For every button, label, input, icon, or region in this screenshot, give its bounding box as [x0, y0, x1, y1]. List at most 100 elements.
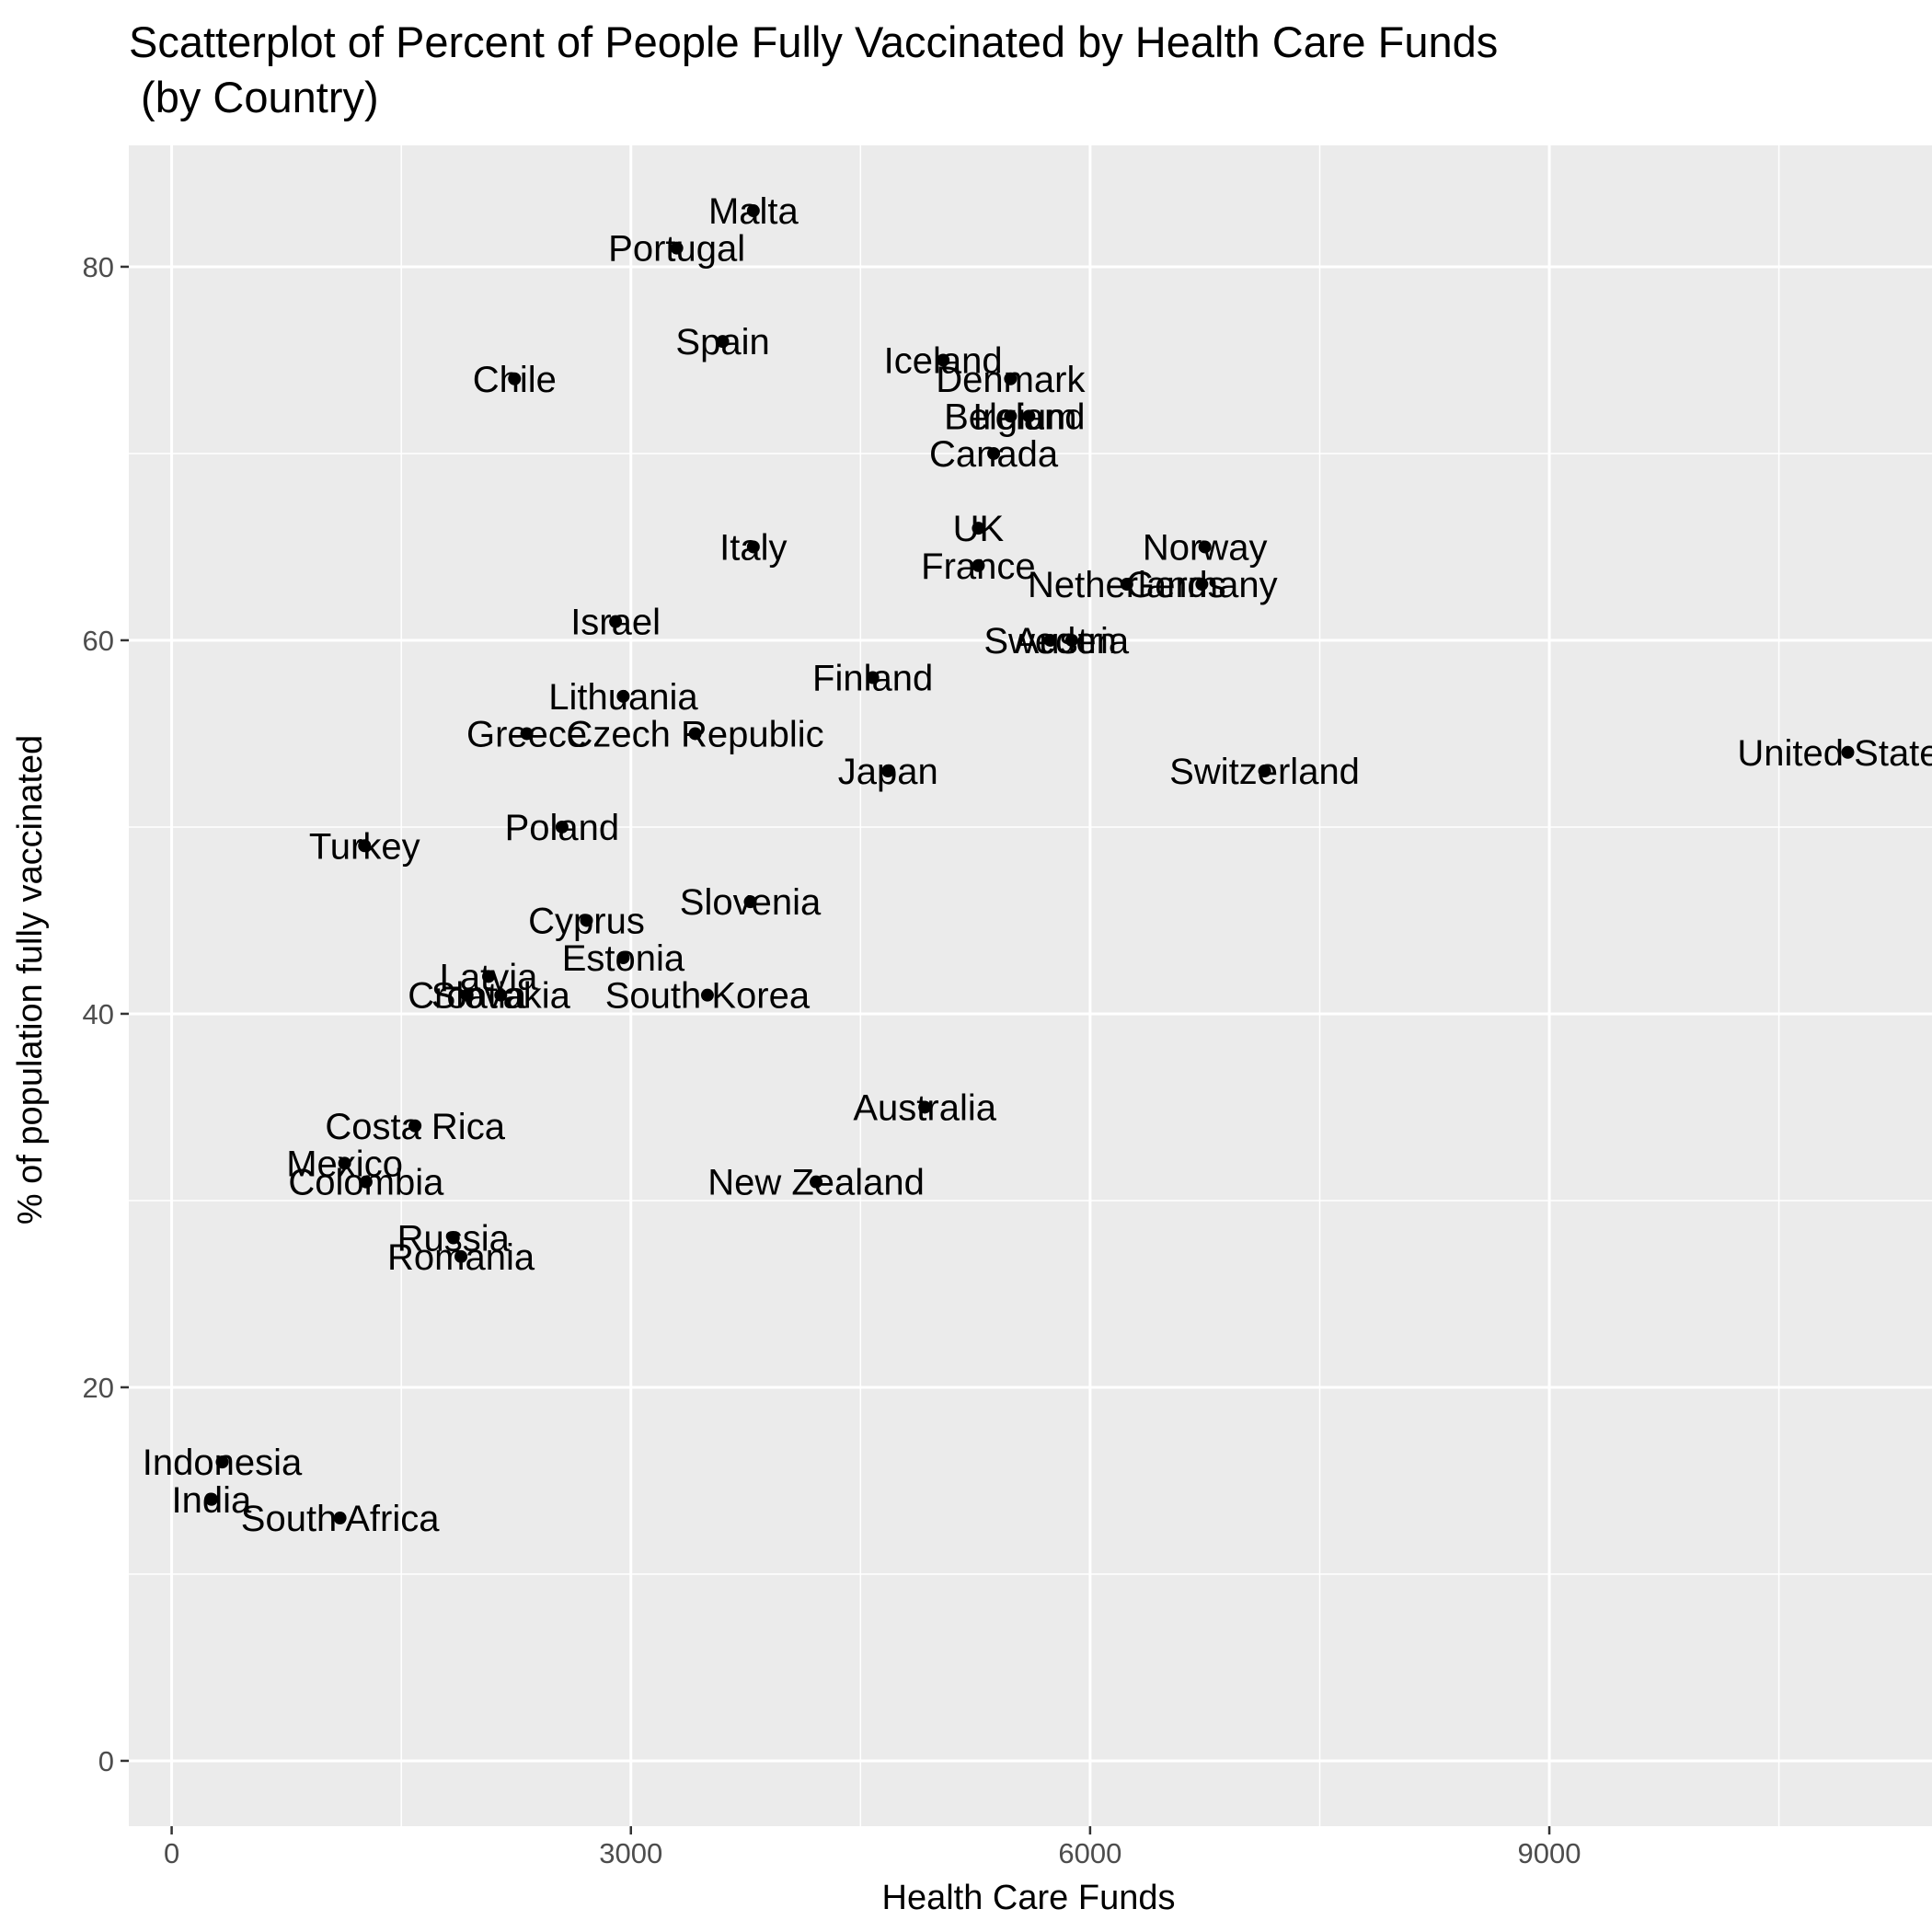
- data-point: [460, 988, 474, 1002]
- data-point: [1195, 578, 1209, 592]
- point-label: Lithuania: [548, 677, 698, 718]
- data-point: [743, 895, 757, 909]
- x-tick-label: 6000: [1058, 1837, 1121, 1869]
- x-axis-ticks: 0 3000 6000 9000: [164, 1826, 1581, 1869]
- plot-panel: [129, 145, 1932, 1826]
- data-point: [482, 970, 496, 983]
- point-label: Norway: [1143, 527, 1268, 568]
- point-label: Canada: [929, 434, 1059, 475]
- point-label: Romania: [387, 1237, 535, 1278]
- data-point: [716, 335, 730, 349]
- data-point: [446, 1231, 460, 1245]
- x-tick-label: 9000: [1518, 1837, 1581, 1869]
- data-point: [1064, 633, 1078, 647]
- data-point: [700, 988, 714, 1002]
- point-label: Japan: [838, 752, 938, 792]
- point-label: Latvia: [440, 957, 538, 997]
- point-label: France: [921, 546, 1036, 587]
- point-label: Finland: [812, 659, 933, 699]
- data-point: [881, 765, 895, 778]
- data-point: [1841, 745, 1855, 759]
- point-label: Estonia: [562, 938, 685, 979]
- point-label: Cyprus: [528, 901, 645, 941]
- major-gridlines: [129, 145, 1932, 1826]
- data-point: [338, 1156, 351, 1170]
- y-tick-label: 80: [83, 251, 114, 283]
- data-point: [1198, 540, 1212, 554]
- point-label: Greece: [466, 714, 587, 754]
- y-tick-label: 0: [98, 1745, 114, 1777]
- data-point: [746, 540, 760, 554]
- data-point: [987, 446, 1001, 460]
- data-point: [918, 1100, 932, 1114]
- point-label: Belgium: [944, 397, 1077, 437]
- data-point: [972, 522, 985, 535]
- data-point: [333, 1512, 347, 1525]
- point-label: Italy: [719, 527, 787, 568]
- point-label: Israel: [570, 603, 661, 643]
- data-point: [1043, 633, 1057, 647]
- data-point: [1022, 409, 1036, 423]
- y-axis-ticks: 0 20 40 60 80: [83, 251, 129, 1777]
- chart-title-line-1: Scatterplot of Percent of People Fully V…: [129, 17, 1498, 66]
- point-label: Denmark: [936, 360, 1086, 400]
- point-label: Portugal: [608, 229, 745, 270]
- data-point: [810, 1175, 823, 1189]
- point-label: Slovenia: [680, 882, 822, 923]
- point-label: Costa Rica: [325, 1107, 505, 1147]
- point-label: South Korea: [605, 976, 811, 1017]
- point-label: Croatia: [408, 976, 527, 1017]
- point-label: New Zealand: [707, 1163, 925, 1203]
- point-label: Germany: [1126, 565, 1278, 605]
- point-label: Switzerland: [1169, 752, 1360, 792]
- point-label: Indonesia: [143, 1443, 303, 1483]
- data-point: [688, 727, 702, 741]
- point-label: Ireland: [972, 397, 1085, 437]
- data-point: [972, 558, 985, 572]
- x-tick-label: 3000: [599, 1837, 662, 1869]
- point-label: UK: [953, 509, 1005, 549]
- point-label: United States: [1737, 733, 1932, 774]
- data-point: [670, 241, 684, 255]
- point-label: Chile: [473, 360, 557, 400]
- y-tick-label: 20: [83, 1372, 114, 1404]
- point-label: Poland: [505, 808, 620, 848]
- data-point: [204, 1492, 218, 1506]
- data-point: [1120, 578, 1133, 592]
- data-point: [508, 372, 522, 385]
- data-point: [215, 1455, 229, 1469]
- data-point: [746, 204, 760, 218]
- scatter-points: [204, 204, 1855, 1525]
- chart-title-line-2: (by Country): [129, 73, 379, 121]
- data-point: [1004, 372, 1018, 385]
- data-point: [616, 951, 630, 965]
- point-label: Spain: [675, 322, 769, 362]
- data-point: [494, 988, 508, 1002]
- y-tick-label: 40: [83, 998, 114, 1030]
- x-tick-label: 0: [164, 1837, 179, 1869]
- point-label: Czech Republic: [567, 714, 824, 754]
- point-label: Russia: [397, 1219, 511, 1259]
- point-label: Mexico: [286, 1144, 403, 1184]
- data-point: [609, 615, 623, 628]
- point-label: Malta: [708, 191, 799, 232]
- y-axis-title: % of population fully vaccinated: [11, 735, 50, 1225]
- point-label: Austria: [1015, 621, 1130, 661]
- data-point: [358, 839, 372, 853]
- data-point: [1258, 765, 1271, 778]
- point-label: Turkey: [309, 826, 420, 867]
- data-point: [520, 727, 534, 741]
- point-label: Slovakia: [431, 976, 571, 1017]
- data-point: [359, 1175, 373, 1189]
- data-point: [555, 820, 569, 834]
- point-label: Sweden: [983, 621, 1117, 661]
- point-label: Australia: [853, 1087, 996, 1128]
- data-point: [454, 1249, 468, 1263]
- data-point: [866, 671, 880, 684]
- data-point: [616, 689, 630, 703]
- point-label: South Africa: [241, 1499, 440, 1539]
- point-label: India: [171, 1480, 251, 1521]
- point-label: Iceland: [884, 340, 1003, 381]
- y-tick-label: 60: [83, 625, 114, 657]
